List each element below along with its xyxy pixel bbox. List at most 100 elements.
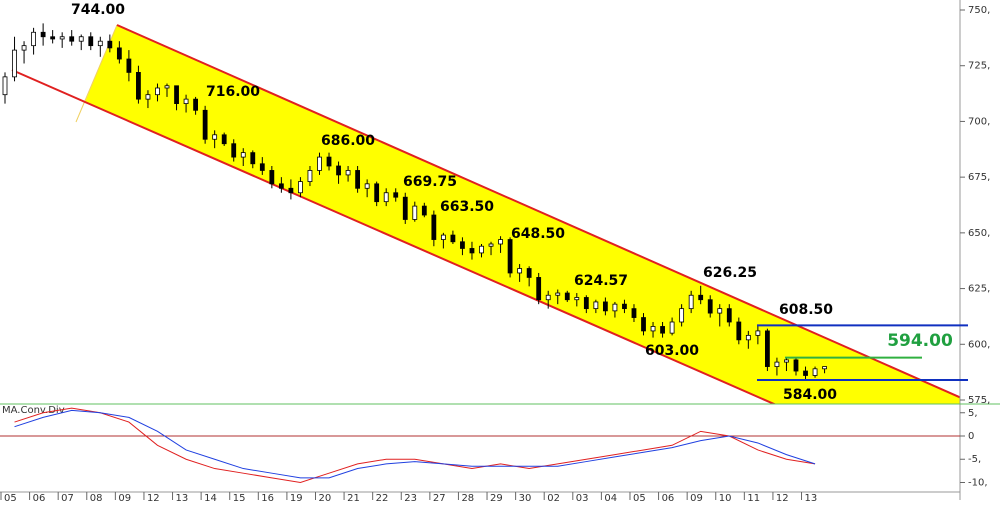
x-tick-label: 06 xyxy=(33,493,46,504)
candle-body xyxy=(155,87,160,96)
candle-body xyxy=(469,248,475,254)
candle-body xyxy=(526,268,532,278)
x-tick-label: 13 xyxy=(176,493,189,504)
candle-body xyxy=(431,214,437,240)
y-tick-label: 750, xyxy=(968,5,990,16)
candle-body xyxy=(650,326,656,332)
candle-body xyxy=(507,239,513,274)
x-tick-label: 28 xyxy=(461,493,474,504)
x-tick-label: 10 xyxy=(719,493,732,504)
candle-body xyxy=(12,49,17,78)
x-tick-label: 03 xyxy=(576,493,589,504)
candle-body xyxy=(345,170,351,176)
y-tick-label: -10, xyxy=(968,477,988,488)
candle-body xyxy=(2,76,8,96)
candle-body xyxy=(231,143,237,158)
candle-body xyxy=(402,196,408,220)
y-tick-label: 725, xyxy=(968,61,990,72)
x-tick-label: 09 xyxy=(118,493,131,504)
candle-body xyxy=(21,45,27,51)
candle-body xyxy=(564,292,570,301)
candle-body xyxy=(498,239,503,245)
candle-body xyxy=(641,317,646,332)
candle-body xyxy=(383,192,389,203)
candle-body xyxy=(221,134,227,145)
candle-body xyxy=(107,40,113,49)
candle-body xyxy=(574,297,580,301)
candle-body xyxy=(364,183,370,189)
annotation: 744.00 xyxy=(71,2,125,18)
candle-body xyxy=(793,359,799,372)
candle-body xyxy=(69,36,75,42)
x-tick-label: 13 xyxy=(805,493,818,504)
candle-body xyxy=(307,170,313,182)
y-tick-label: 625, xyxy=(968,284,990,295)
candle-body xyxy=(393,192,399,198)
candle-body xyxy=(583,297,589,310)
x-tick-label: 12 xyxy=(776,493,789,504)
y-tick-label: 5, xyxy=(968,408,978,419)
candle-body xyxy=(812,368,818,376)
x-tick-label: 07 xyxy=(61,493,74,504)
x-tick-label: 21 xyxy=(347,493,360,504)
candle-body xyxy=(355,170,361,189)
candle-body xyxy=(212,134,218,140)
candle-body xyxy=(336,165,341,176)
x-tick-label: 15 xyxy=(233,493,246,504)
candle-body xyxy=(116,47,122,60)
indicator-line xyxy=(14,407,816,483)
candle-body xyxy=(612,303,618,312)
annotation: 648.50 xyxy=(511,226,565,242)
channel-fill xyxy=(85,25,960,404)
candle-body xyxy=(288,187,294,194)
candle-body xyxy=(50,36,56,40)
y-tick-label: 600, xyxy=(968,339,990,350)
x-tick-label: 06 xyxy=(662,493,675,504)
candle-body xyxy=(698,294,704,301)
annotation: 584.00 xyxy=(783,387,837,403)
x-tick-label: 14 xyxy=(204,493,217,504)
candle-body xyxy=(745,334,751,341)
x-tick-label: 27 xyxy=(433,493,446,504)
candle-body xyxy=(555,292,561,296)
candle-body xyxy=(765,330,770,367)
candle-body xyxy=(421,205,427,216)
y-tick-label: 575, xyxy=(968,395,990,406)
annotation: 608.50 xyxy=(779,302,833,318)
candle-body xyxy=(97,40,103,47)
x-tick-label: 16 xyxy=(261,493,274,504)
candle-body xyxy=(536,277,542,301)
annotation: 594.00 xyxy=(887,331,953,351)
annotation: 624.57 xyxy=(574,273,628,289)
annotation: 603.00 xyxy=(645,343,699,359)
candle-body xyxy=(736,321,742,341)
candle-body xyxy=(822,366,827,370)
candle-body xyxy=(803,370,808,376)
candle-body xyxy=(479,245,484,254)
indicator-line xyxy=(14,409,816,479)
annotation: 669.75 xyxy=(403,174,457,190)
candle-body xyxy=(88,36,94,47)
candle-body xyxy=(450,234,456,243)
x-tick-label: 09 xyxy=(690,493,703,504)
candle-body xyxy=(250,152,256,165)
indicator-title: MA.Conv.Div xyxy=(2,405,65,416)
candle-body xyxy=(545,294,551,301)
channel xyxy=(11,24,960,404)
candle-body xyxy=(755,330,761,336)
annotation: 686.00 xyxy=(321,133,375,149)
candle-body xyxy=(59,36,65,40)
candle-body xyxy=(460,241,465,249)
y-tick-label: -5, xyxy=(968,454,981,465)
x-tick-label: 30 xyxy=(519,493,532,504)
candle-body xyxy=(174,85,179,105)
x-tick-label: 29 xyxy=(490,493,503,504)
candle-body xyxy=(240,152,246,158)
candle-body xyxy=(679,308,685,323)
annotation: 716.00 xyxy=(206,84,260,100)
candle-body xyxy=(317,156,322,171)
candle-body xyxy=(660,326,665,334)
candle-body xyxy=(669,321,675,334)
